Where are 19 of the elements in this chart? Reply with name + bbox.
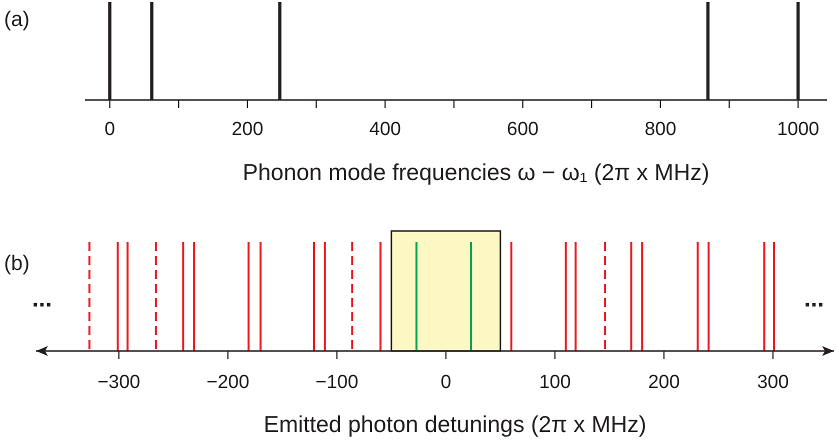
x-axis-title: Phonon mode frequencies ω − ω₁ (2π x MHz) — [242, 159, 710, 185]
x-tick-label: 200 — [648, 372, 680, 393]
x-tick-label: −200 — [206, 372, 250, 393]
x-tick-label: 1000 — [776, 119, 820, 140]
x-tick-label: −300 — [97, 372, 140, 393]
x-tick-label: 0 — [104, 119, 116, 140]
annotation: ... — [32, 286, 52, 312]
x-tick-label: 400 — [369, 119, 401, 140]
x-tick-label: 0 — [440, 372, 452, 393]
x-tick-label: 100 — [539, 372, 571, 393]
x-tick-label: 200 — [232, 119, 264, 140]
x-tick-label: 800 — [644, 119, 676, 140]
annotation: ... — [804, 286, 824, 312]
x-tick-label: 600 — [506, 119, 539, 140]
x-axis-title: Emitted photon detunings (2π x MHz) — [264, 411, 646, 437]
text: (b) — [4, 252, 30, 275]
x-tick-label: 300 — [757, 372, 789, 393]
chart-title: (a) — [4, 8, 30, 31]
x-tick-label: −100 — [315, 372, 358, 393]
